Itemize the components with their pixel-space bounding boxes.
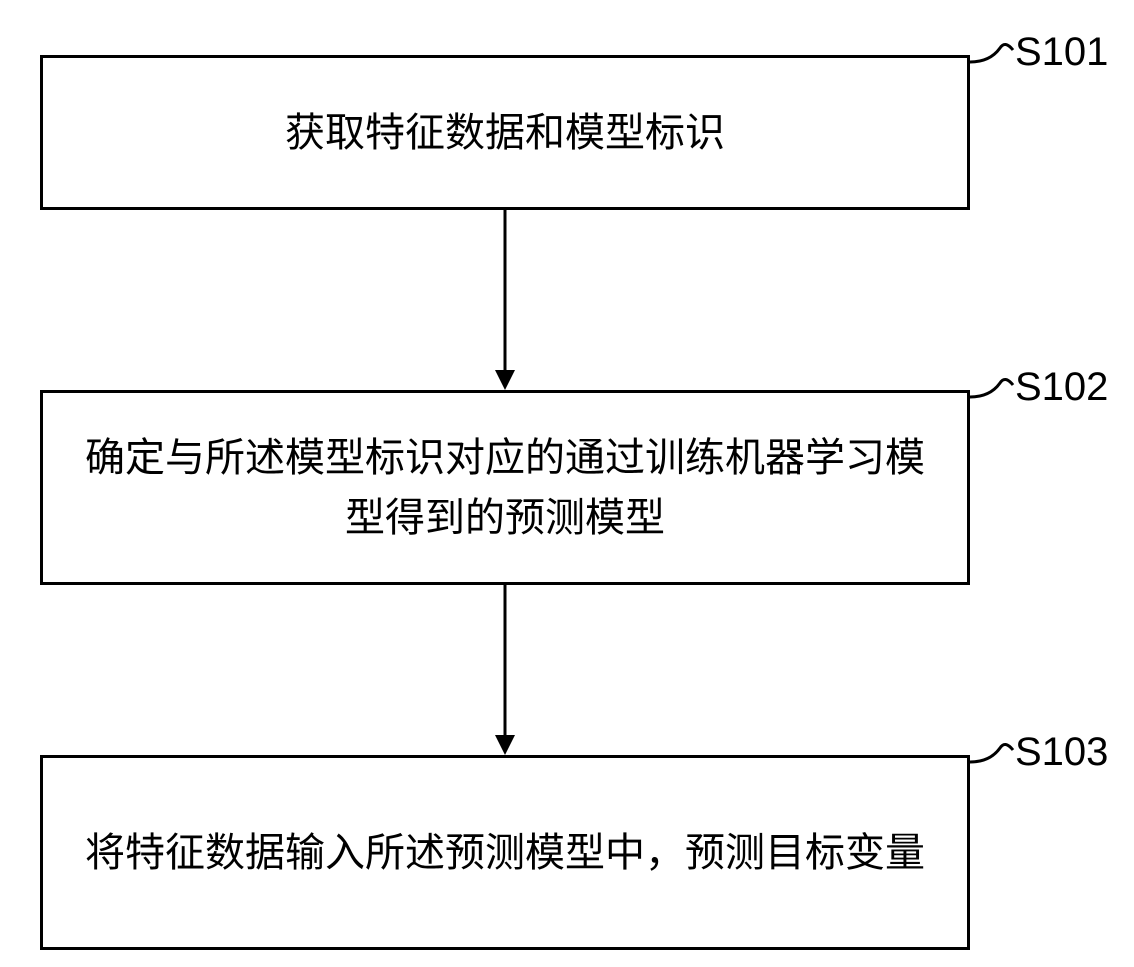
curve-connector-1 — [965, 30, 1020, 75]
flow-step-2: 确定与所述模型标识对应的通过训练机器学习模型得到的预测模型 — [40, 390, 970, 585]
flow-step-1: 获取特征数据和模型标识 — [40, 55, 970, 210]
step-label-3: S103 — [1015, 730, 1108, 775]
flow-step-2-text: 确定与所述模型标识对应的通过训练机器学习模型得到的预测模型 — [73, 428, 937, 548]
flowchart-container: 获取特征数据和模型标识 S101 确定与所述模型标识对应的通过训练机器学习模型得… — [0, 0, 1134, 967]
arrow-2-to-3 — [490, 585, 520, 755]
flow-step-3-text: 将特征数据输入所述预测模型中，预测目标变量 — [85, 823, 925, 883]
flow-step-3: 将特征数据输入所述预测模型中，预测目标变量 — [40, 755, 970, 950]
curve-connector-2 — [965, 365, 1020, 410]
arrow-1-to-2 — [490, 210, 520, 390]
flow-step-1-text: 获取特征数据和模型标识 — [285, 103, 725, 163]
step-label-2: S102 — [1015, 365, 1108, 410]
curve-connector-3 — [965, 730, 1020, 775]
step-label-1: S101 — [1015, 30, 1108, 75]
